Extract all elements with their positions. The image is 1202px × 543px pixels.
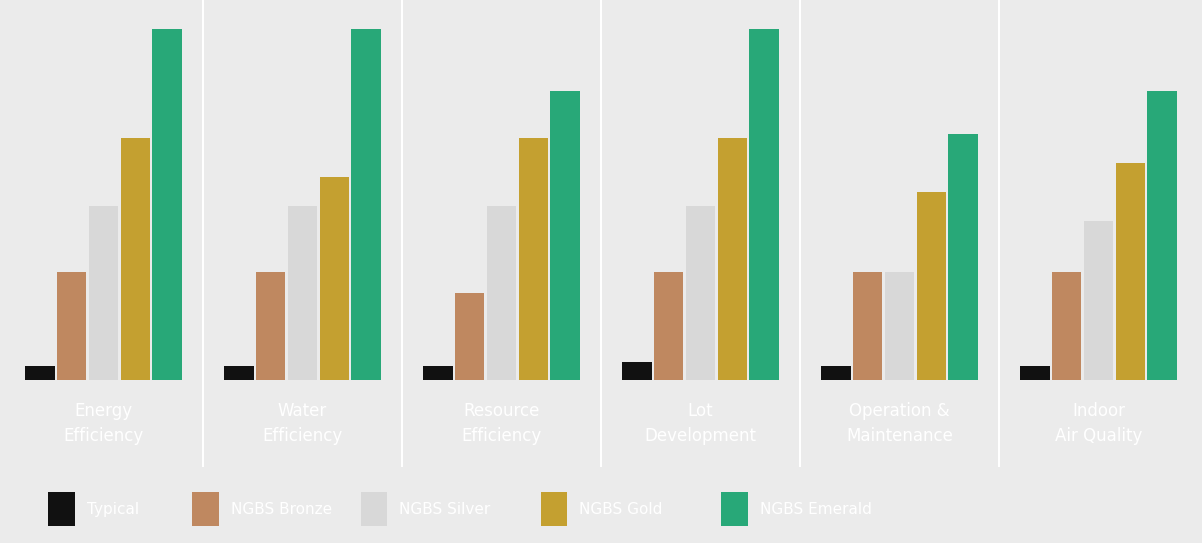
Bar: [56, 272, 87, 380]
FancyBboxPatch shape: [192, 492, 219, 526]
Bar: [853, 272, 882, 380]
Bar: [454, 293, 484, 380]
Text: Energy
Efficiency: Energy Efficiency: [64, 402, 143, 445]
Text: Typical: Typical: [87, 502, 138, 517]
Bar: [1052, 272, 1082, 380]
Bar: [351, 29, 381, 380]
Bar: [25, 365, 54, 380]
FancyBboxPatch shape: [541, 492, 567, 526]
Bar: [1115, 163, 1146, 380]
Bar: [256, 272, 285, 380]
Text: NGBS Gold: NGBS Gold: [579, 502, 662, 517]
Bar: [749, 29, 779, 380]
Bar: [621, 362, 651, 380]
Text: NGBS Emerald: NGBS Emerald: [760, 502, 871, 517]
Text: NGBS Silver: NGBS Silver: [399, 502, 490, 517]
Text: NGBS Bronze: NGBS Bronze: [231, 502, 332, 517]
Bar: [287, 206, 317, 380]
Text: Resource
Efficiency: Resource Efficiency: [462, 402, 542, 445]
Bar: [1084, 221, 1113, 380]
FancyBboxPatch shape: [48, 492, 75, 526]
Bar: [153, 29, 182, 380]
Bar: [423, 365, 453, 380]
Bar: [320, 178, 349, 380]
Bar: [1020, 365, 1049, 380]
Text: Indoor
Air Quality: Indoor Air Quality: [1055, 402, 1142, 445]
Text: Operation &
Maintenance: Operation & Maintenance: [846, 402, 953, 445]
Bar: [224, 365, 254, 380]
Bar: [685, 206, 715, 380]
Text: Water
Efficiency: Water Efficiency: [262, 402, 343, 445]
Bar: [89, 206, 118, 380]
Bar: [917, 192, 946, 380]
FancyBboxPatch shape: [721, 492, 748, 526]
Bar: [948, 134, 978, 380]
Bar: [718, 137, 748, 380]
FancyBboxPatch shape: [361, 492, 387, 526]
Text: Lot
Development: Lot Development: [644, 402, 756, 445]
Bar: [654, 272, 684, 380]
Bar: [885, 272, 915, 380]
Bar: [120, 137, 150, 380]
Bar: [487, 206, 517, 380]
Bar: [821, 365, 851, 380]
Bar: [1148, 91, 1177, 380]
Bar: [551, 91, 581, 380]
Bar: [518, 137, 548, 380]
